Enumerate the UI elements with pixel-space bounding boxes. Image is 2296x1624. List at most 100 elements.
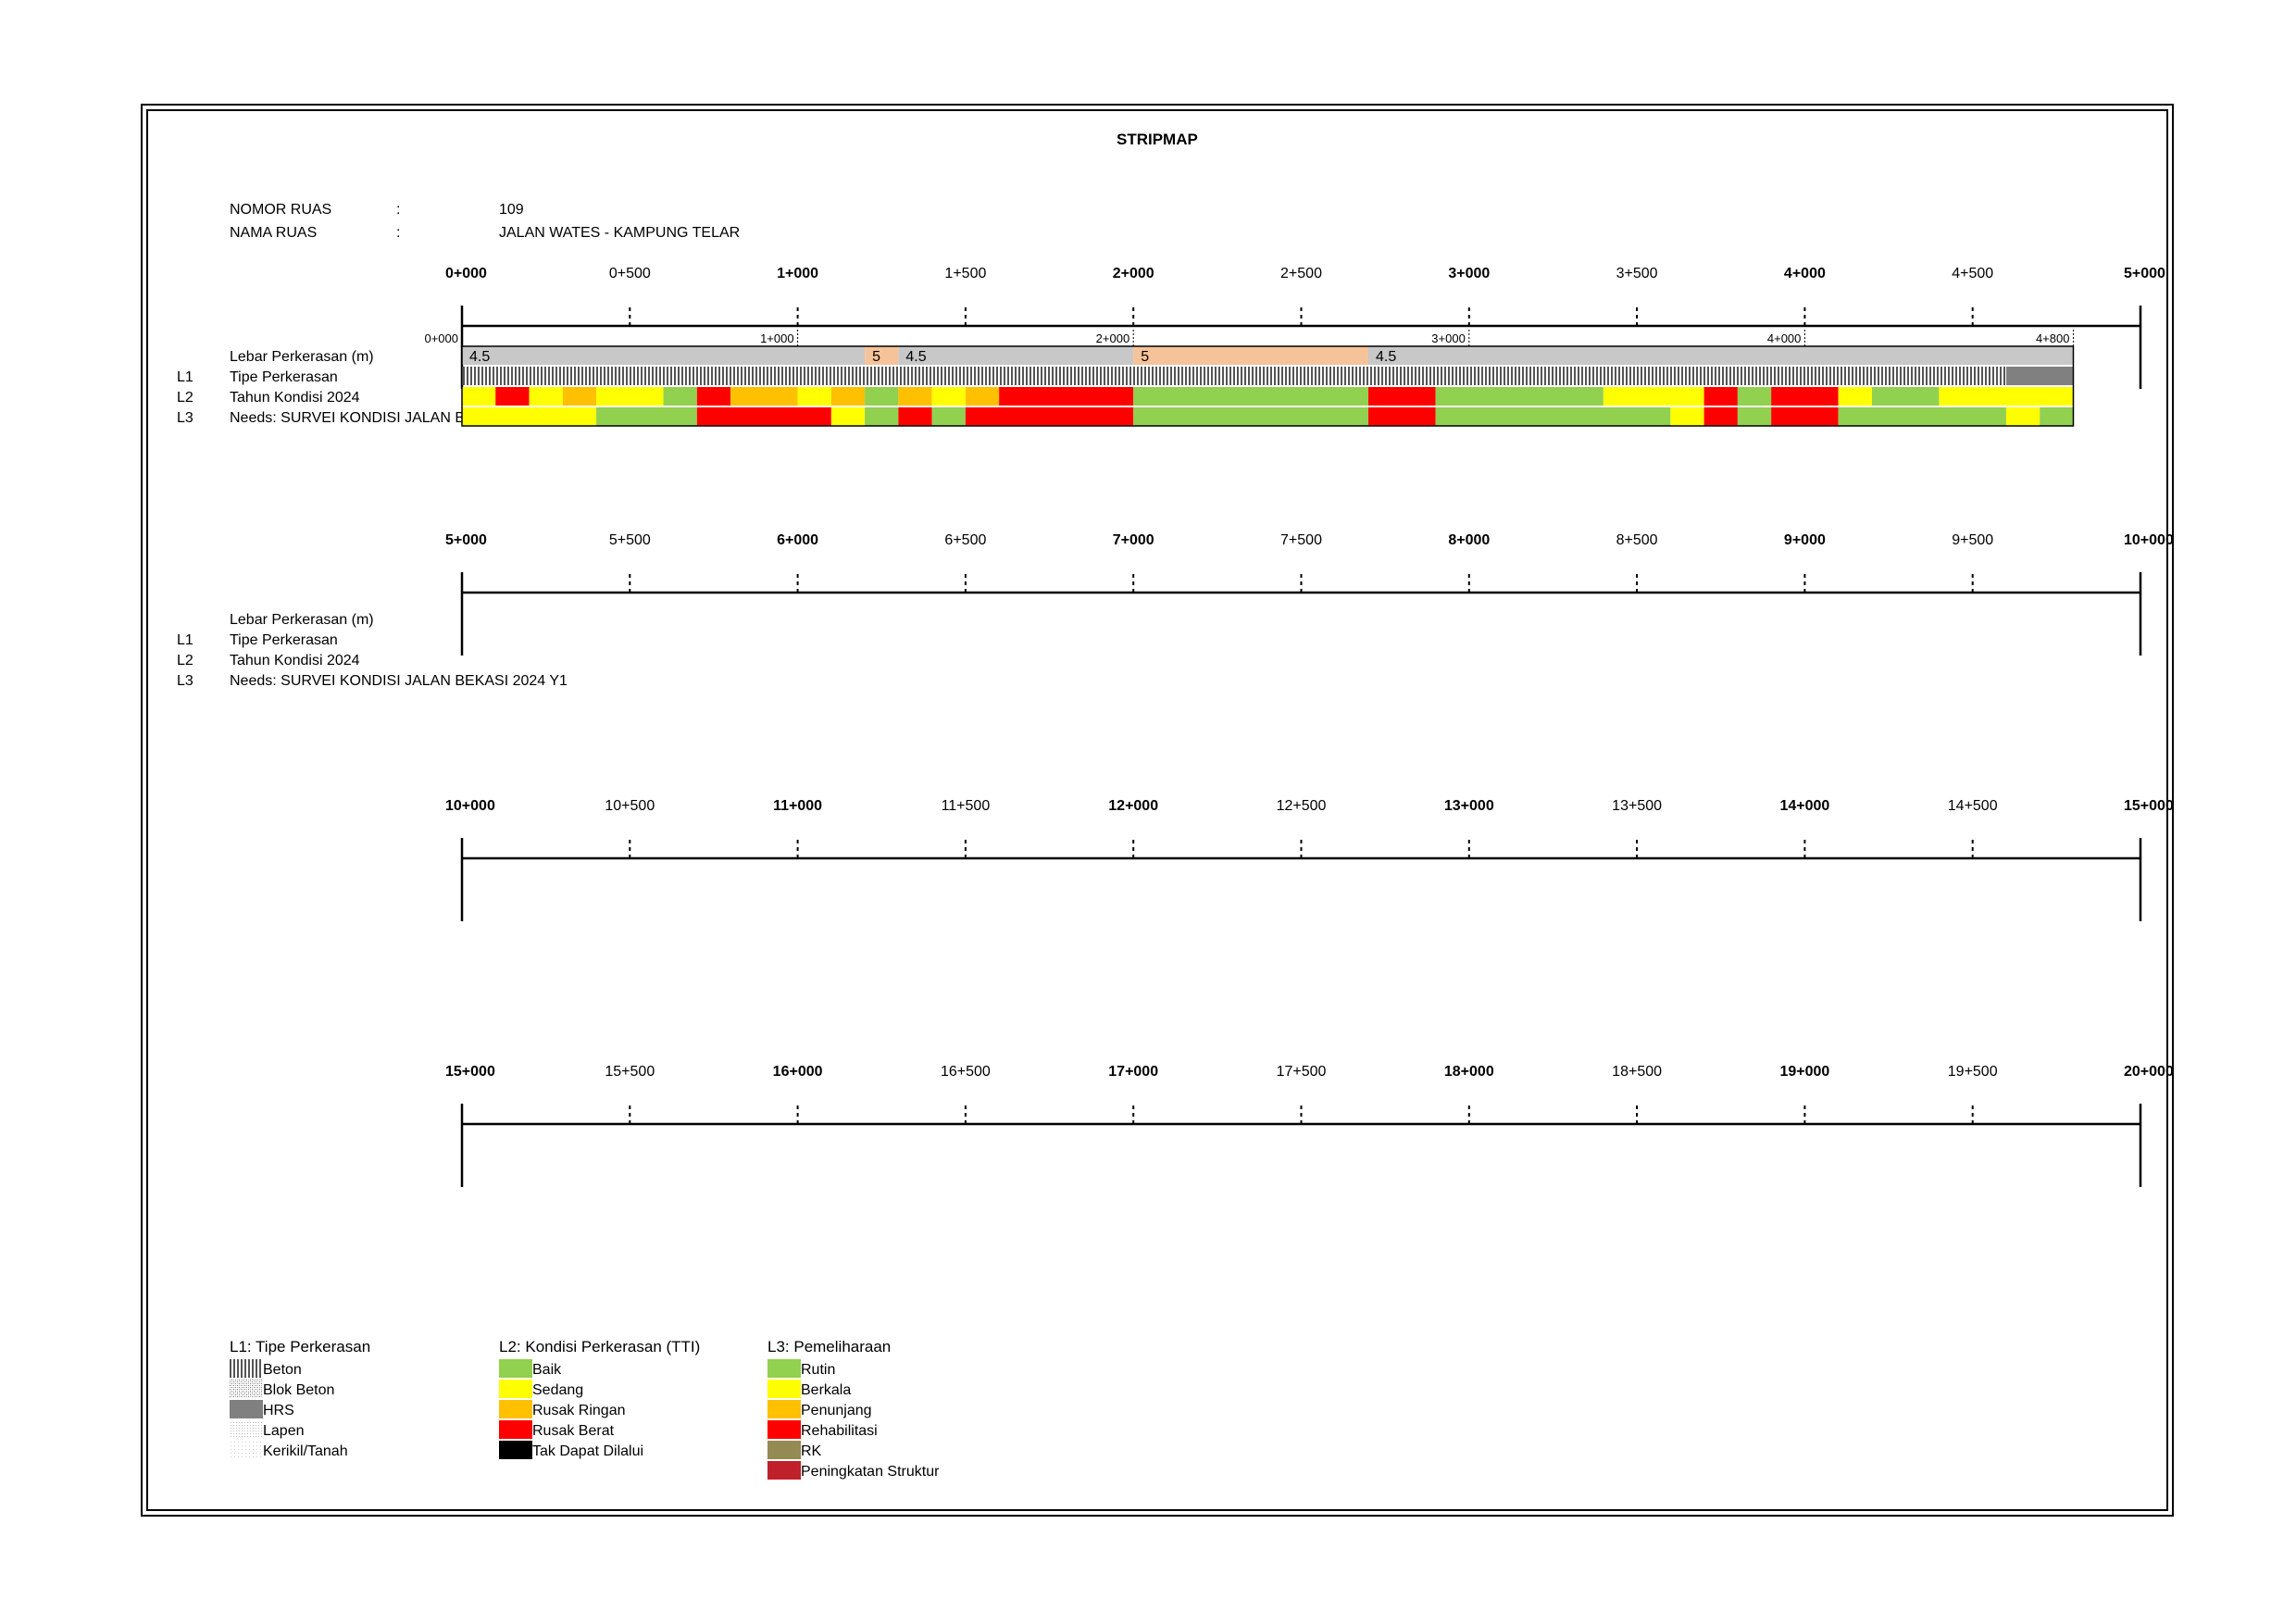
km-label: 10+500: [605, 798, 655, 814]
legend-swatch: [767, 1441, 801, 1459]
condition-segment: [1368, 387, 1436, 406]
row-code-l3: L3: [177, 410, 193, 426]
km-label: 0+500: [609, 266, 651, 281]
row-code-l2: L2: [177, 653, 193, 668]
legend-label: Rusak Ringan: [532, 1403, 626, 1418]
needs-segment: [2005, 407, 2040, 426]
strips-layer: 0+000 0+500 1+000 1+500 2+000 2+500 3+000 3+500…: [177, 266, 2174, 1187]
km-label: 4+500: [1952, 266, 1993, 281]
km-label: 5+000: [2124, 266, 2165, 281]
km-label: 14+000: [1779, 798, 1829, 814]
row-label-4: Needs: SURVEI KONDISI JALAN BEKASI 2024 …: [230, 673, 568, 689]
km-label: 4+000: [1784, 266, 1826, 281]
condition-segment: [830, 387, 866, 406]
condition-segment: [965, 387, 1000, 406]
strip-3: 10+000 10+500 11+000 11+500 12+000 12+500 13+0…: [445, 798, 2174, 921]
needs-segment: [596, 407, 697, 426]
km-label: 5+500: [609, 532, 651, 548]
width-segment: [1368, 346, 2074, 365]
strip-1: 0+000 0+500 1+000 1+500 2+000 2+500 3+000 3+500…: [177, 266, 2165, 427]
needs-segment: [1703, 407, 1738, 426]
legend-title-l1: L1: Tipe Perkerasan: [230, 1338, 370, 1355]
segment-tick-label: 1+000: [760, 331, 794, 345]
row-label-2: Tipe Perkerasan: [230, 632, 338, 648]
legend-swatch: [230, 1420, 263, 1439]
legend-label: Sedang: [532, 1382, 583, 1398]
segment-tick-label: 0+000: [424, 331, 458, 345]
km-label: 7+000: [1113, 532, 1154, 548]
needs-segment: [898, 407, 932, 426]
needs-segment: [830, 407, 866, 426]
legend-l1: L1: Tipe Perkerasan Beton Blok Beton HRS Lap…: [230, 1338, 370, 1459]
width-value: 4.5: [1376, 349, 1396, 365]
legend-swatch: [499, 1441, 532, 1459]
needs-segment: [1435, 407, 1671, 426]
needs-segment: [865, 407, 899, 426]
width-value: 5: [1141, 349, 1149, 365]
legend-label: Baik: [532, 1362, 562, 1378]
condition-segment: [529, 387, 563, 406]
condition-segment: [730, 387, 798, 406]
km-label: 8+500: [1616, 532, 1658, 548]
needs-segment: [931, 407, 966, 426]
condition-segment: [865, 387, 899, 406]
segment-tick-label: 4+000: [1767, 331, 1802, 345]
km-label: 8+000: [1448, 532, 1490, 548]
condition-segment: [1435, 387, 1603, 406]
km-label: 9+500: [1952, 532, 1993, 548]
condition-segment: [1871, 387, 1940, 406]
legend-swatch: [230, 1359, 263, 1378]
legend-swatch: [499, 1400, 532, 1418]
row-label-2: Tipe Perkerasan: [230, 369, 338, 385]
legend-label: Peningkatan Struktur: [801, 1464, 940, 1480]
km-label: 6+000: [777, 532, 818, 548]
page-frame-outer: [141, 104, 2174, 1517]
legend-label: Tak Dapat Dilalui: [532, 1443, 643, 1459]
legend-title-l3: L3: Pemeliharaan: [767, 1338, 891, 1355]
condition-segment: [1939, 387, 2074, 406]
legend-swatch: [230, 1441, 263, 1459]
strip-2: 5+000 5+500 6+000 6+500 7+000 7+500 8+000 8+500…: [177, 532, 2174, 689]
km-label: 3+500: [1616, 266, 1658, 281]
legend-label: Blok Beton: [263, 1382, 334, 1398]
legend-swatch: [499, 1359, 532, 1378]
km-label: 15+000: [445, 1064, 495, 1080]
km-label: 1+500: [944, 266, 986, 281]
km-label: 13+500: [1612, 798, 1662, 814]
width-value: 5: [872, 349, 880, 365]
km-label: 15+000: [2124, 798, 2174, 814]
width-value: 4.5: [469, 349, 490, 365]
legend-l2: L2: Kondisi Perkerasan (TTI) Baik Sedang Ru…: [499, 1338, 700, 1459]
condition-segment: [1771, 387, 1839, 406]
legend-label: Lapen: [263, 1423, 305, 1439]
info-label-nomor-ruas: NOMOR RUAS: [230, 202, 332, 218]
condition-segment: [999, 387, 1134, 406]
info-sep-nama-ruas: :: [396, 225, 401, 241]
segment-tick-label: 4+800: [2036, 331, 2070, 345]
km-label: 15+500: [605, 1064, 655, 1080]
width-segment: [898, 346, 1134, 365]
km-label: 16+000: [773, 1064, 823, 1080]
legend-swatch: [767, 1359, 801, 1378]
km-label: 14+500: [1948, 798, 1998, 814]
row-label-1: Lebar Perkerasan (m): [230, 349, 374, 365]
needs-segment: [696, 407, 831, 426]
km-label: 5+000: [445, 532, 487, 548]
row-label-3: Tahun Kondisi 2024: [230, 390, 360, 406]
page-frame-inner: [146, 109, 2168, 1511]
condition-segment: [462, 387, 496, 406]
width-segment: [462, 346, 866, 365]
condition-segment: [696, 387, 731, 406]
row-code-l1: L1: [177, 632, 193, 648]
row-code-l2: L2: [177, 390, 193, 406]
km-label: 16+500: [941, 1064, 991, 1080]
km-label: 7+500: [1280, 532, 1322, 548]
condition-segment: [1838, 387, 1872, 406]
condition-segment: [596, 387, 664, 406]
row-code-l3: L3: [177, 673, 193, 689]
condition-segment: [1703, 387, 1738, 406]
km-label: 18+000: [1444, 1064, 1494, 1080]
info-sep-nomor-ruas: :: [396, 202, 401, 218]
km-label: 19+500: [1948, 1064, 1998, 1080]
needs-segment: [1133, 407, 1369, 426]
